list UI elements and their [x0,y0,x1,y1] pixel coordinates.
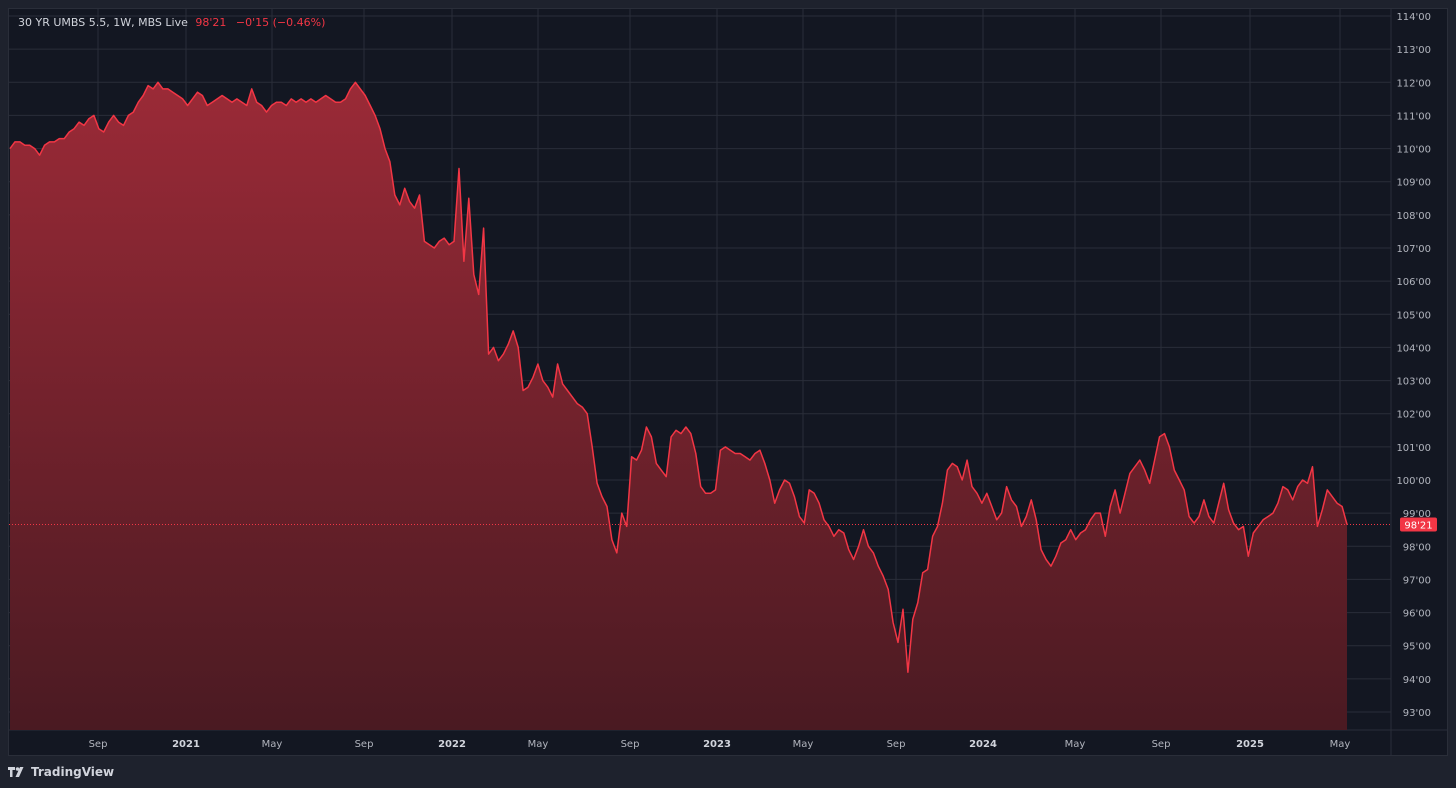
y-tick-label: 109'00 [1396,178,1431,189]
tradingview-logo-icon [8,767,24,777]
x-tick-label: Sep [1152,739,1171,750]
chart-panel[interactable]: 93'00 94'00 95'00 96'00 97'00 98'00 99'00 100'0… [8,8,1448,756]
y-tick-label: 99'00 [1403,509,1431,520]
y-tick-label: 107'00 [1396,244,1431,255]
y-tick-label: 104'00 [1396,343,1431,354]
y-tick-label: 111'00 [1396,111,1431,122]
y-tick-label: 110'00 [1396,145,1431,156]
last-price-tag-label: 98'21 [1404,521,1432,532]
x-tick-label: 2024 [969,739,997,750]
y-tick-label: 112'00 [1396,78,1431,89]
x-tick-label: Sep [89,739,108,750]
x-tick-label: 2022 [438,739,466,750]
brand-footer[interactable]: TradingView [8,764,114,780]
y-tick-label: 105'00 [1396,310,1431,321]
y-tick-label: 98'00 [1403,542,1431,553]
y-tick-label: 101'00 [1396,443,1431,454]
x-tick-label: Sep [887,739,906,750]
y-tick-label: 103'00 [1396,377,1431,388]
x-tick-label: 2021 [172,739,200,750]
x-tick-label: Sep [355,739,374,750]
y-tick-label: 108'00 [1396,211,1431,222]
price-chart[interactable]: 93'00 94'00 95'00 96'00 97'00 98'00 99'00 100'0… [9,9,1447,755]
y-tick-label: 96'00 [1403,609,1431,620]
x-tick-label: May [262,739,283,750]
symbol-legend: 30 YR UMBS 5.5, 1W, MBS Live 98'21 −0'15… [18,16,325,29]
last-price-tag [1400,517,1437,532]
y-tick-label: 95'00 [1403,642,1431,653]
price-line [9,81,1348,673]
y-tick-label: 94'00 [1403,675,1431,686]
x-tick-label: 2025 [1236,739,1264,750]
y-tick-label: 114'00 [1396,12,1431,23]
x-tick-label: 2023 [703,739,731,750]
x-tick-label: May [528,739,549,750]
y-tick-label: 97'00 [1403,575,1431,586]
y-tick-label: 106'00 [1396,277,1431,288]
y-tick-label: 102'00 [1396,410,1431,421]
x-tick-label: May [1330,739,1351,750]
symbol-title: 30 YR UMBS 5.5, 1W, MBS Live [18,16,188,29]
price-area-fill [10,82,1347,731]
brand-label: TradingView [31,765,115,779]
y-tick-label: 100'00 [1396,476,1431,487]
x-tick-label: May [1065,739,1086,750]
y-tick-label: 93'00 [1403,708,1431,719]
price-change: −0'15 (−0.46%) [235,16,326,29]
y-tick-label: 113'00 [1396,45,1431,56]
x-tick-label: Sep [621,739,640,750]
last-price: 98'21 [195,16,227,29]
x-tick-label: May [793,739,814,750]
